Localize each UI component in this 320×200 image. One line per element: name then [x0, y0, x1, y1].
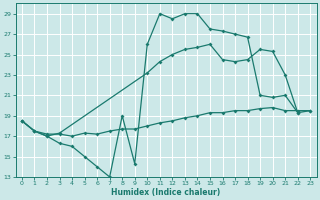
X-axis label: Humidex (Indice chaleur): Humidex (Indice chaleur)	[111, 188, 221, 197]
